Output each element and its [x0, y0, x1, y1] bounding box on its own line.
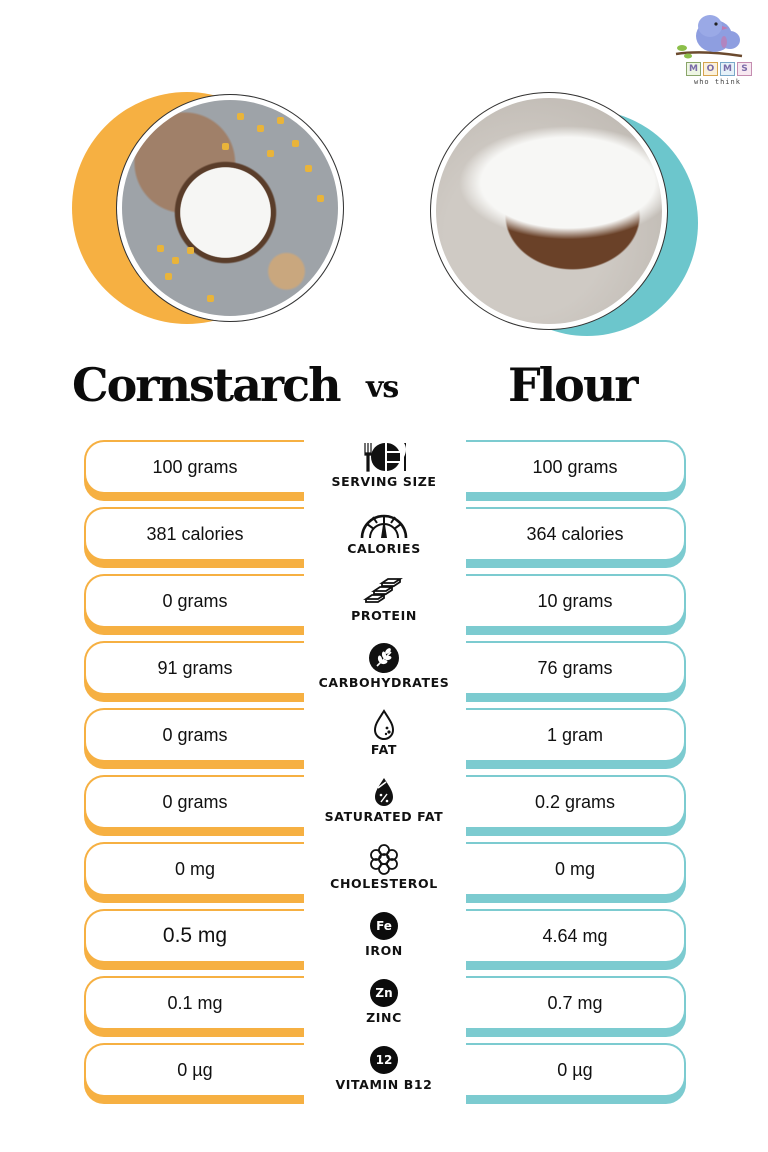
row-vitamin-b12: 0 µg 12 VITAMIN B12 0 µg — [0, 1043, 768, 1103]
vitamin-b12-label: VITAMIN B12 — [335, 1077, 433, 1092]
protein-icon — [362, 574, 406, 608]
protein-label: PROTEIN — [351, 608, 417, 623]
percent-drop-icon — [371, 775, 397, 809]
logo-letter: M — [686, 62, 701, 76]
flour-bowl-photo — [430, 92, 668, 330]
flour-value: 0.2 grams — [466, 775, 686, 829]
flour-value: 0 µg — [466, 1043, 686, 1097]
carbohydrates-label: CARBOHYDRATES — [318, 675, 450, 690]
calories-label: CALORIES — [347, 541, 421, 556]
cornstarch-image — [70, 88, 350, 348]
iron-label: IRON — [365, 943, 403, 958]
cornstarch-value: 0.1 mg — [84, 976, 304, 1030]
iron-badge-icon: Fe — [370, 912, 398, 940]
zinc-badge-icon: Zn — [370, 979, 398, 1007]
cornstarch-value: 381 calories — [84, 507, 304, 561]
logo-tagline: who think — [694, 78, 741, 86]
wheat-icon — [368, 641, 400, 675]
logo-letter: M — [720, 62, 735, 76]
row-calories: 381 calories CALORIES 364 calories — [0, 507, 768, 567]
flour-title: Flour — [508, 358, 638, 412]
calories-gauge-icon — [359, 507, 409, 541]
row-carbohydrates: 91 grams CARBOHYDRATES 76 grams — [0, 641, 768, 701]
cholesterol-label: CHOLESTEROL — [330, 876, 438, 891]
serving-size-label: SERVING SIZE — [331, 474, 437, 489]
cholesterol-icon — [368, 842, 400, 876]
logo-letter: S — [737, 62, 752, 76]
logo-letter: O — [703, 62, 718, 76]
serving-size-icon — [359, 440, 409, 474]
flour-image — [428, 88, 708, 348]
cornstarch-value: 0 grams — [84, 775, 304, 829]
row-cholesterol: 0 mg CHOLESTEROL 0 mg — [0, 842, 768, 902]
fat-label: FAT — [370, 742, 398, 757]
row-serving-size: 100 grams SERVING SIZE 100 grams — [0, 440, 768, 500]
vs-label: vs — [366, 370, 399, 405]
cornstarch-value: 0 grams — [84, 574, 304, 628]
cornstarch-value: 0 µg — [84, 1043, 304, 1097]
drop-icon — [371, 708, 397, 742]
row-iron: 0.5 mg Fe IRON 4.64 mg — [0, 909, 768, 969]
cornstarch-value: 100 grams — [84, 440, 304, 494]
cornstarch-value: 0 grams — [84, 708, 304, 762]
cornstarch-title: Cornstarch — [72, 358, 342, 412]
flour-value: 0.7 mg — [466, 976, 686, 1030]
row-protein: 0 grams PROTEIN 10 grams — [0, 574, 768, 634]
b12-badge-icon: 12 — [370, 1046, 398, 1074]
bird-icon — [675, 15, 743, 59]
cornstarch-value: 0.5 mg — [84, 909, 304, 963]
cornstarch-bowl-photo — [116, 94, 344, 322]
row-saturated-fat: 0 grams SATURATED FAT 0.2 grams — [0, 775, 768, 835]
flour-value: 1 gram — [466, 708, 686, 762]
cornstarch-value: 91 grams — [84, 641, 304, 695]
saturated-fat-label: SATURATED FAT — [324, 809, 444, 824]
flour-value: 100 grams — [466, 440, 686, 494]
flour-value: 0 mg — [466, 842, 686, 896]
flour-value: 4.64 mg — [466, 909, 686, 963]
flour-value: 76 grams — [466, 641, 686, 695]
moms-who-think-logo: M O M S who think — [672, 12, 756, 88]
zinc-label: ZINC — [366, 1010, 402, 1025]
logo-letter-blocks: M O M S — [686, 62, 752, 76]
row-zinc: 0.1 mg Zn ZINC 0.7 mg — [0, 976, 768, 1036]
cornstarch-value: 0 mg — [84, 842, 304, 896]
row-fat: 0 grams FAT 1 gram — [0, 708, 768, 768]
flour-value: 10 grams — [466, 574, 686, 628]
flour-value: 364 calories — [466, 507, 686, 561]
